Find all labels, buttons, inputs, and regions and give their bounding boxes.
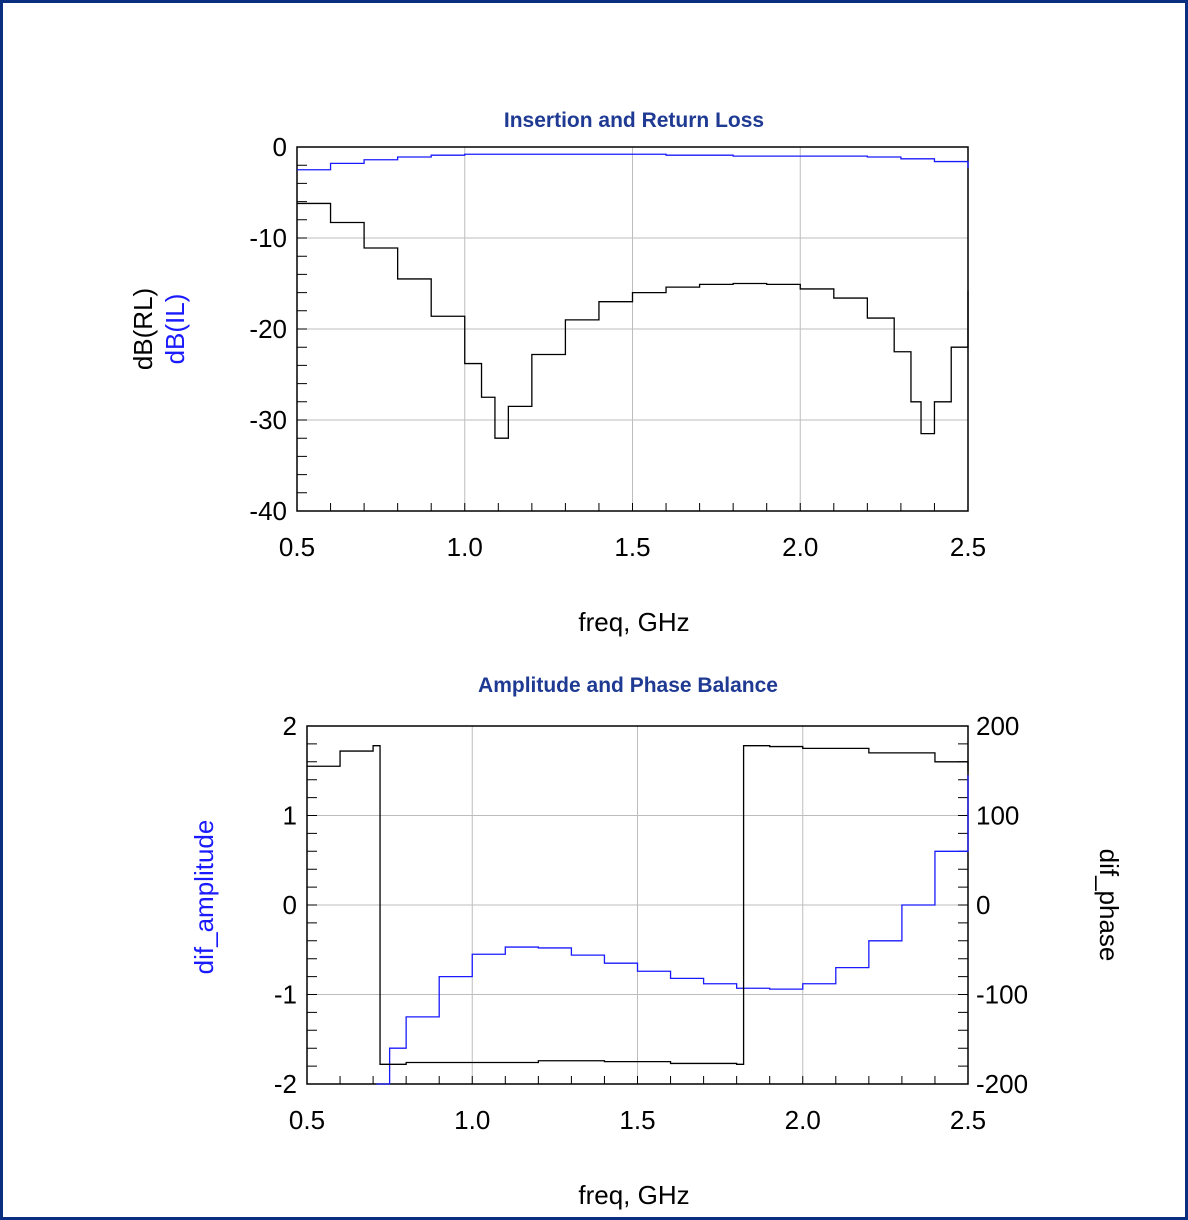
- chart2-plot-area: [306, 725, 969, 1085]
- chart2-y2-tick-label: -100: [976, 980, 1028, 1010]
- chart2-x-tick-label: 2.5: [950, 1105, 986, 1135]
- chart2-y-tick-label: 0: [283, 890, 297, 920]
- chart2-y2-tick-label: -200: [976, 1069, 1028, 1099]
- chart2-x-tick-labels: 0.5 1.0 1.5 2.0 2.5: [289, 1105, 986, 1135]
- chart1-y-tick-label: -10: [249, 223, 287, 253]
- chart1-y-tick-label: 0: [273, 132, 287, 162]
- chart1-x-axis-label: freq, GHz: [578, 607, 689, 637]
- chart1-y-axis-label-rl: dB(RL): [128, 288, 158, 370]
- chart1-x-tick-label: 2.5: [950, 532, 986, 562]
- chart2-grid: [307, 726, 968, 1084]
- chart2-y-tick-label: -2: [274, 1069, 297, 1099]
- chart1-title: Insertion and Return Loss: [504, 109, 764, 132]
- chart2-y-tick-labels: 2 1 0 -1 -2: [274, 711, 297, 1099]
- chart1-x-tick-labels: 0.5 1.0 1.5 2.0 2.5: [279, 532, 986, 562]
- chart1-series: [297, 153, 969, 439]
- chart2-y2-axis-label-phase: dif_phase: [1094, 849, 1124, 962]
- chart1-y-tick-label: -40: [249, 496, 287, 526]
- chart-insertion-return-loss: Insertion and Return Loss 0.5 1.0 1.5 2.0 2.…: [128, 109, 986, 637]
- chart2-y2-tick-label: 0: [976, 890, 990, 920]
- chart1-x-tick-label: 1.0: [447, 532, 483, 562]
- chart2-x-tick-label: 0.5: [289, 1105, 325, 1135]
- chart-amplitude-phase-balance: Amplitude and Phase Balance 0.5 1.0 1.5 2.0…: [189, 674, 1124, 1210]
- chart2-y2-tick-labels: 200 100 0 -100 -200: [976, 711, 1028, 1099]
- chart2-x-tick-label: 2.0: [785, 1105, 821, 1135]
- chart2-y-axis-label-amplitude: dif_amplitude: [189, 820, 219, 975]
- chart2-y2-tick-label: 100: [976, 801, 1019, 831]
- chart1-grid: [297, 147, 968, 511]
- chart2-y2-tick-label: 200: [976, 711, 1019, 741]
- chart2-series-dif-phase: [307, 745, 969, 1065]
- chart1-y-tick-label: -20: [249, 314, 287, 344]
- chart1-y-axis-label-il: dB(IL): [160, 294, 190, 365]
- chart2-series-dif-amplitude: [376, 775, 969, 1085]
- chart2-y-tick-label: 2: [283, 711, 297, 741]
- chart1-y-tick-label: -30: [249, 405, 287, 435]
- chart2-series: [307, 745, 969, 1085]
- chart1-x-tick-label: 0.5: [279, 532, 315, 562]
- chart2-y-tick-label: 1: [283, 801, 297, 831]
- chart2-y-tick-label: -1: [274, 980, 297, 1010]
- chart2-title: Amplitude and Phase Balance: [478, 674, 778, 697]
- chart2-x-tick-label: 1.5: [619, 1105, 655, 1135]
- chart2-x-tick-label: 1.0: [454, 1105, 490, 1135]
- chart1-y-tick-labels: 0 -10 -20 -30 -40: [249, 132, 287, 526]
- chart2-x-axis-label: freq, GHz: [578, 1180, 689, 1210]
- chart1-series-db-il-: [297, 153, 969, 171]
- chart1-series-db-rl-: [297, 202, 969, 439]
- chart1-x-tick-label: 2.0: [782, 532, 818, 562]
- chart1-x-tick-label: 1.5: [614, 532, 650, 562]
